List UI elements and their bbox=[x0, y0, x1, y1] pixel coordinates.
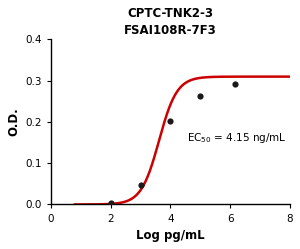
Text: EC$_{50}$ = 4.15 ng/mL: EC$_{50}$ = 4.15 ng/mL bbox=[187, 131, 286, 145]
Title: CPTC-TNK2-3
FSAI108R-7F3: CPTC-TNK2-3 FSAI108R-7F3 bbox=[124, 7, 217, 37]
Point bbox=[198, 94, 203, 98]
X-axis label: Log pg/mL: Log pg/mL bbox=[136, 229, 205, 242]
Y-axis label: O.D.: O.D. bbox=[7, 108, 20, 136]
Point bbox=[232, 82, 237, 86]
Point bbox=[168, 119, 173, 123]
Point bbox=[138, 183, 143, 187]
Point bbox=[108, 201, 113, 205]
